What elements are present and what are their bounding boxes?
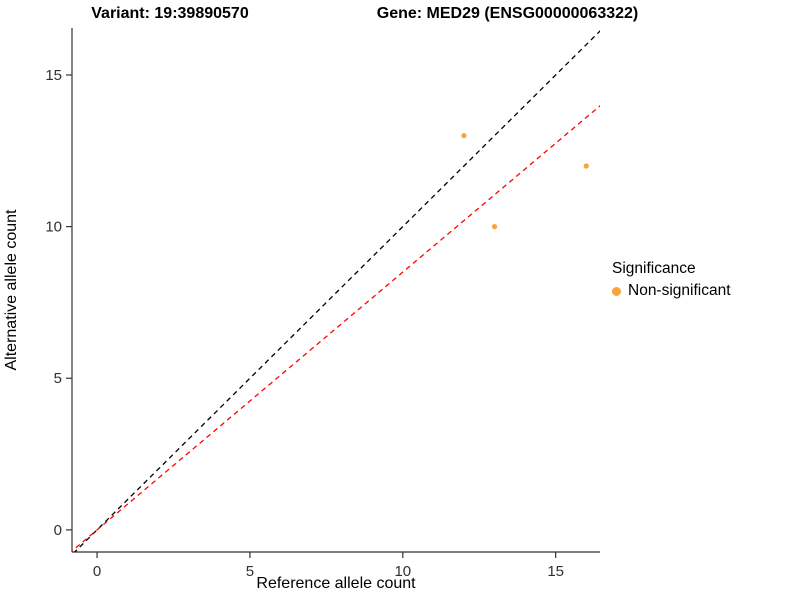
- panel-content: [72, 30, 600, 552]
- x-tick-label: 10: [394, 563, 411, 580]
- data-point: [583, 163, 589, 169]
- legend: Significance Non-significant: [612, 260, 731, 300]
- plot-title-gene: Gene: MED29 (ENSG00000063322): [376, 5, 639, 22]
- legend-point-icon: [612, 286, 621, 296]
- fit-line: [72, 105, 600, 552]
- y-axis-label: Alternative allele count: [3, 209, 20, 371]
- data-point: [491, 224, 498, 230]
- legend-item-label: Non-significant: [628, 282, 731, 299]
- y-tick-label: 10: [45, 219, 62, 236]
- plot-title-variant: Variant: 19:39890570: [91, 5, 249, 22]
- data-point: [461, 133, 467, 139]
- identity-line: [73, 30, 600, 552]
- legend-item-non-significant: Non-significant: [612, 282, 731, 300]
- y-tick-label: 15: [45, 67, 62, 84]
- x-tick-label: 0: [93, 563, 101, 580]
- x-tick-label: 5: [246, 563, 254, 580]
- legend-title: Significance: [612, 260, 696, 277]
- x-axis-label: Reference allele count: [256, 575, 416, 592]
- x-tick-label: 15: [547, 563, 564, 580]
- y-tick-label: 5: [54, 370, 62, 387]
- y-tick-label: 0: [54, 522, 62, 539]
